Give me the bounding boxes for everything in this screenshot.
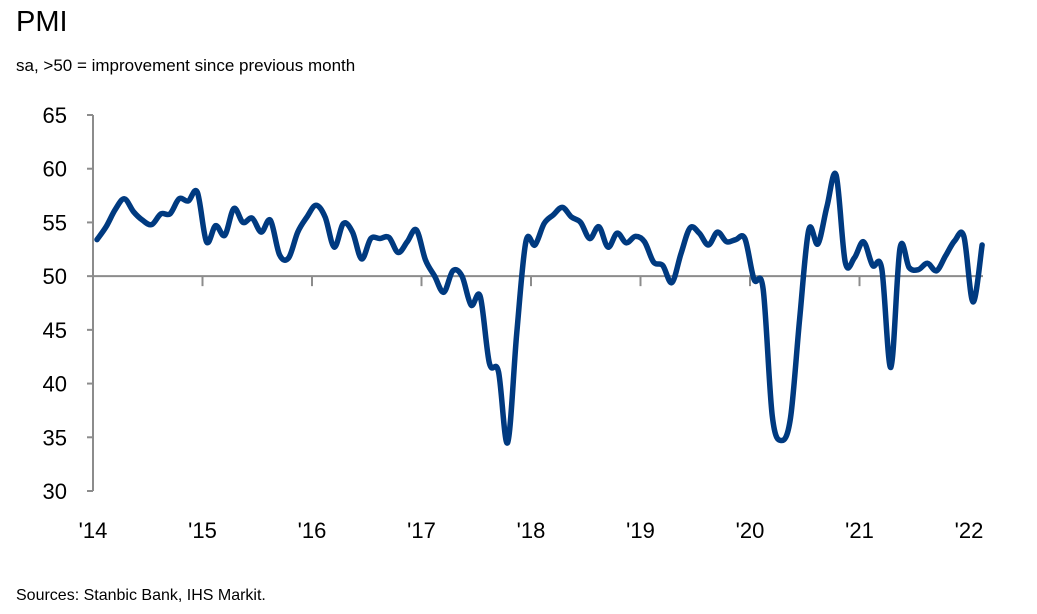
y-tick-label: 55: [43, 210, 67, 235]
chart-title: PMI: [16, 6, 68, 38]
chart-subtitle: sa, >50 = improvement since previous mon…: [16, 56, 356, 75]
x-tick-label: '18: [517, 518, 546, 543]
chart-source: Sources: Stanbic Bank, IHS Markit.: [16, 587, 266, 604]
x-tick-label: '21: [845, 518, 874, 543]
x-tick-label: '22: [955, 518, 984, 543]
pmi-series-line: [94, 170, 985, 446]
y-tick-label: 35: [43, 425, 67, 450]
x-tick-label: '14: [79, 518, 108, 543]
x-tick-label: '16: [298, 518, 327, 543]
x-tick-label: '20: [736, 518, 765, 543]
x-tick-label: '17: [407, 518, 436, 543]
x-tick-label: '19: [626, 518, 655, 543]
y-tick-label: 50: [43, 264, 67, 289]
y-tick-label: 30: [43, 479, 67, 504]
y-tick-label: 45: [43, 318, 67, 343]
y-tick-label: 40: [43, 372, 67, 397]
y-tick-label: 65: [43, 103, 67, 128]
y-tick-label: 60: [43, 157, 67, 182]
x-tick-label: '15: [188, 518, 217, 543]
